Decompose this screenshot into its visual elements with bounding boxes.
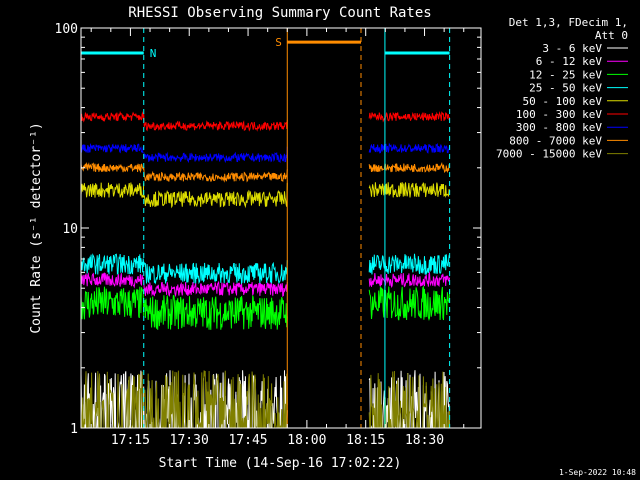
series-trace [80, 271, 145, 289]
legend-entry-label: 300 - 800 keV [516, 121, 602, 134]
series-trace [235, 281, 288, 298]
legend-header-line-1: Det 1,3, FDecim 1, [509, 16, 628, 29]
series-300-800-kev [80, 142, 451, 164]
x-tick-label: 17:45 [228, 433, 267, 448]
series-12-25-kev [80, 285, 451, 330]
series-trace [80, 182, 145, 199]
legend-entry-label: 3 - 6 keV [542, 42, 602, 55]
series-800-7000-kev [80, 161, 451, 183]
series-trace [80, 142, 145, 154]
series-trace [235, 146, 288, 164]
legend-entry-label: 7000 - 15000 keV [496, 148, 602, 161]
series-trace [368, 182, 451, 199]
flag-label: N [150, 47, 157, 60]
series-trace [80, 110, 145, 123]
series-trace [235, 119, 288, 132]
series-trace [235, 169, 288, 183]
legend-entry-label: 100 - 300 keV [516, 108, 602, 121]
series-trace [235, 295, 288, 330]
footer-date: 1-Sep-2022 10:48 [559, 468, 636, 477]
y-tick-label: 100 [55, 22, 78, 37]
plot-frame [80, 27, 482, 429]
y-tick-label: 1 [70, 422, 78, 437]
data-layer [80, 110, 451, 429]
legend-header-line-2: Att 0 [595, 29, 628, 42]
x-axis-label: Start Time (14-Sep-16 17:02:22) [159, 456, 402, 471]
series-trace [80, 161, 145, 174]
series-50-100-kev [80, 182, 451, 209]
series-6-12-kev [80, 271, 451, 298]
series-100-300-kev [80, 110, 451, 132]
series-trace [143, 151, 237, 164]
x-tick-label: 17:30 [170, 433, 209, 448]
series-trace [235, 260, 288, 285]
axis-layer: 17:15 17:30 17:45 18:00 18:15 18:30 1 10 100 [55, 22, 481, 448]
legend-entry-label: 6 - 12 keV [536, 55, 603, 68]
y-tick-label: 10 [62, 222, 78, 237]
flag-label: S [275, 36, 282, 49]
series-trace [143, 294, 237, 330]
legend-entry-label: 12 - 25 keV [529, 68, 602, 81]
series-trace [143, 279, 237, 298]
series-trace [368, 111, 451, 123]
series-trace [143, 190, 237, 209]
series-trace [143, 370, 236, 429]
series-trace [80, 286, 145, 320]
legend-entry-label: 50 - 100 keV [523, 95, 603, 108]
series-trace [235, 182, 288, 209]
x-tick-label: 18:00 [287, 433, 326, 448]
series-trace [368, 253, 451, 276]
marker-layer: NS [81, 28, 451, 428]
series-trace [80, 253, 145, 275]
series-trace [368, 161, 451, 174]
legend-entry-label: 25 - 50 keV [529, 82, 602, 95]
x-tick-label: 17:15 [111, 433, 150, 448]
x-tick-label: 18:15 [346, 433, 385, 448]
series-trace [80, 371, 144, 429]
y-axis-label: Count Rate (s⁻¹ detector⁻¹) [29, 122, 44, 333]
series-trace [368, 285, 451, 322]
series-trace [143, 113, 237, 132]
series-25-50-kev [80, 253, 451, 285]
chart-title: RHESSI Observing Summary Count Rates [128, 5, 431, 21]
x-tick-label: 18:30 [405, 433, 444, 448]
series-trace [143, 261, 237, 285]
series-trace [368, 271, 451, 289]
series-trace [368, 142, 451, 154]
series-trace [143, 166, 237, 183]
legend-entry-label: 800 - 7000 keV [509, 134, 602, 147]
